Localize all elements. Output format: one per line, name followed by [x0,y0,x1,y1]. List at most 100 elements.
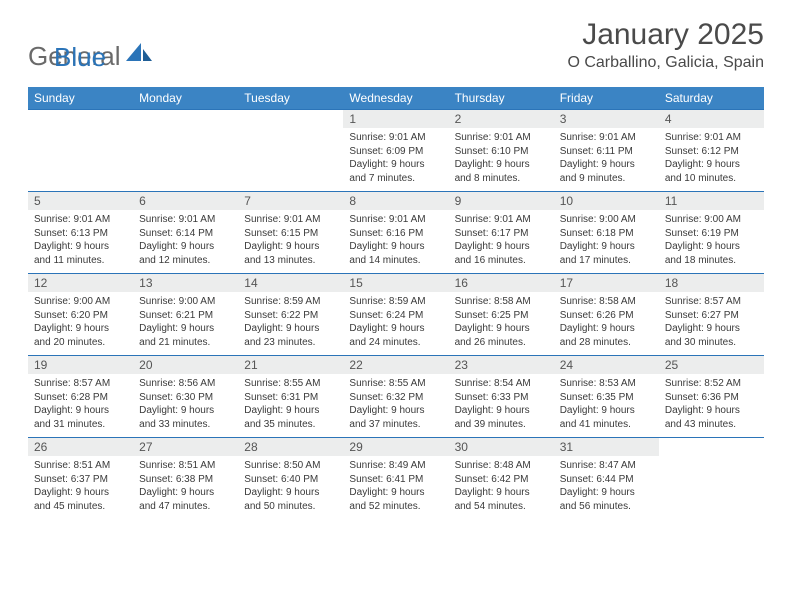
calendar-day-cell: 30Sunrise: 8:48 AMSunset: 6:42 PMDayligh… [449,438,554,520]
calendar-day-cell: 19Sunrise: 8:57 AMSunset: 6:28 PMDayligh… [28,356,133,438]
daylight-text: and 33 minutes. [139,418,232,432]
day-number: 5 [28,192,133,210]
day-details: Sunrise: 8:54 AMSunset: 6:33 PMDaylight:… [449,374,554,435]
sunset-text: Sunset: 6:31 PM [244,391,337,405]
sunset-text: Sunset: 6:21 PM [139,309,232,323]
day-number: 27 [133,438,238,456]
sunset-text: Sunset: 6:20 PM [34,309,127,323]
calendar-day-cell: 24Sunrise: 8:53 AMSunset: 6:35 PMDayligh… [554,356,659,438]
daylight-text: and 24 minutes. [349,336,442,350]
sunset-text: Sunset: 6:30 PM [139,391,232,405]
day-details: Sunrise: 9:01 AMSunset: 6:11 PMDaylight:… [554,128,659,189]
calendar-day-cell: 9Sunrise: 9:01 AMSunset: 6:17 PMDaylight… [449,192,554,274]
day-number: 14 [238,274,343,292]
day-details: Sunrise: 9:00 AMSunset: 6:19 PMDaylight:… [659,210,764,271]
day-number: 26 [28,438,133,456]
daylight-text: and 50 minutes. [244,500,337,514]
sail-icon [126,43,152,68]
daylight-text: Daylight: 9 hours [560,322,653,336]
calendar-day-cell: 7Sunrise: 9:01 AMSunset: 6:15 PMDaylight… [238,192,343,274]
daylight-text: Daylight: 9 hours [455,404,548,418]
daylight-text: Daylight: 9 hours [455,240,548,254]
daylight-text: Daylight: 9 hours [139,322,232,336]
calendar-week-row: 12Sunrise: 9:00 AMSunset: 6:20 PMDayligh… [28,274,764,356]
day-details: Sunrise: 8:58 AMSunset: 6:25 PMDaylight:… [449,292,554,353]
day-number: 20 [133,356,238,374]
sunset-text: Sunset: 6:16 PM [349,227,442,241]
day-number: 13 [133,274,238,292]
daylight-text: Daylight: 9 hours [244,486,337,500]
daylight-text: Daylight: 9 hours [34,404,127,418]
daylight-text: Daylight: 9 hours [455,158,548,172]
month-title: January 2025 [567,18,764,52]
day-number: 11 [659,192,764,210]
daylight-text: Daylight: 9 hours [139,404,232,418]
daylight-text: Daylight: 9 hours [349,322,442,336]
calendar-day-cell: 14 Sunrise: 8:59 AMSunset: 6:22 PMDayligh… [238,274,343,356]
calendar-day-cell: 29Sunrise: 8:49 AMSunset: 6:41 PMDayligh… [343,438,448,520]
day-details: Sunrise: 9:00 AMSunset: 6:18 PMDaylight:… [554,210,659,271]
sunrise-text: Sunrise: 8:53 AM [560,377,653,391]
daylight-text: and 26 minutes. [455,336,548,350]
day-details: Sunrise: 9:01 AMSunset: 6:14 PMDaylight:… [133,210,238,271]
day-number: 30 [449,438,554,456]
sunset-text: Sunset: 6:40 PM [244,473,337,487]
weekday-header: Tuesday [238,87,343,110]
day-details: Sunrise: 8:56 AMSunset: 6:30 PMDaylight:… [133,374,238,435]
sunset-text: Sunset: 6:17 PM [455,227,548,241]
day-details: Sunrise: 8:58 AMSunset: 6:26 PMDaylight:… [554,292,659,353]
daylight-text: Daylight: 9 hours [665,322,758,336]
weekday-header: Wednesday [343,87,448,110]
daylight-text: Daylight: 9 hours [349,158,442,172]
daylight-text: and 35 minutes. [244,418,337,432]
sunset-text: Sunset: 6:22 PM [244,309,337,323]
daylight-text: and 37 minutes. [349,418,442,432]
daylight-text: and 9 minutes. [560,172,653,186]
daylight-text: and 13 minutes. [244,254,337,268]
calendar-day-cell: 28Sunrise: 8:50 AMSunset: 6:40 PMDayligh… [238,438,343,520]
sunrise-text: Sunrise: 8:59 AM [244,295,337,309]
calendar-day-cell: 17Sunrise: 8:58 AMSunset: 6:26 PMDayligh… [554,274,659,356]
sunrise-text: Sunrise: 9:01 AM [349,213,442,227]
daylight-text: Daylight: 9 hours [244,322,337,336]
day-number: 10 [554,192,659,210]
calendar-day-cell: 11Sunrise: 9:00 AMSunset: 6:19 PMDayligh… [659,192,764,274]
daylight-text: and 39 minutes. [455,418,548,432]
daylight-text: and 10 minutes. [665,172,758,186]
day-number: 3 [554,110,659,128]
day-details: Sunrise: 8:51 AMSunset: 6:37 PMDaylight:… [28,456,133,517]
day-number: 17 [554,274,659,292]
sunset-text: Sunset: 6:15 PM [244,227,337,241]
sunrise-text: Sunrise: 9:01 AM [560,131,653,145]
sunrise-text: Sunrise: 8:55 AM [349,377,442,391]
sunrise-text: Sunrise: 9:00 AM [34,295,127,309]
sunset-text: Sunset: 6:36 PM [665,391,758,405]
calendar-day-cell: 8Sunrise: 9:01 AMSunset: 6:16 PMDaylight… [343,192,448,274]
calendar-day-cell: 2Sunrise: 9:01 AMSunset: 6:10 PMDaylight… [449,110,554,192]
sunrise-text: Sunrise: 8:59 AM [349,295,442,309]
sunset-text: Sunset: 6:14 PM [139,227,232,241]
title-block: January 2025 O Carballino, Galicia, Spai… [567,18,764,72]
day-details: Sunrise: 9:00 AMSunset: 6:20 PMDaylight:… [28,292,133,353]
day-details: Sunrise: 9:01 AMSunset: 6:17 PMDaylight:… [449,210,554,271]
daylight-text: and 8 minutes. [455,172,548,186]
sunrise-text: Sunrise: 8:56 AM [139,377,232,391]
calendar-day-cell: 1Sunrise: 9:01 AMSunset: 6:09 PMDaylight… [343,110,448,192]
location: O Carballino, Galicia, Spain [567,54,764,72]
day-number: 31 [554,438,659,456]
sunrise-text: Sunrise: 9:00 AM [665,213,758,227]
weekday-header: Friday [554,87,659,110]
sunrise-text: Sunrise: 8:57 AM [34,377,127,391]
sunset-text: Sunset: 6:11 PM [560,145,653,159]
sunset-text: Sunset: 6:24 PM [349,309,442,323]
calendar-day-cell: 25Sunrise: 8:52 AMSunset: 6:36 PMDayligh… [659,356,764,438]
daylight-text: and 41 minutes. [560,418,653,432]
daylight-text: and 52 minutes. [349,500,442,514]
sunset-text: Sunset: 6:19 PM [665,227,758,241]
day-number: 12 [28,274,133,292]
sunrise-text: Sunrise: 8:51 AM [34,459,127,473]
sunrise-text: Sunrise: 8:58 AM [560,295,653,309]
day-number: 22 [343,356,448,374]
daylight-text: Daylight: 9 hours [349,486,442,500]
sunset-text: Sunset: 6:18 PM [560,227,653,241]
